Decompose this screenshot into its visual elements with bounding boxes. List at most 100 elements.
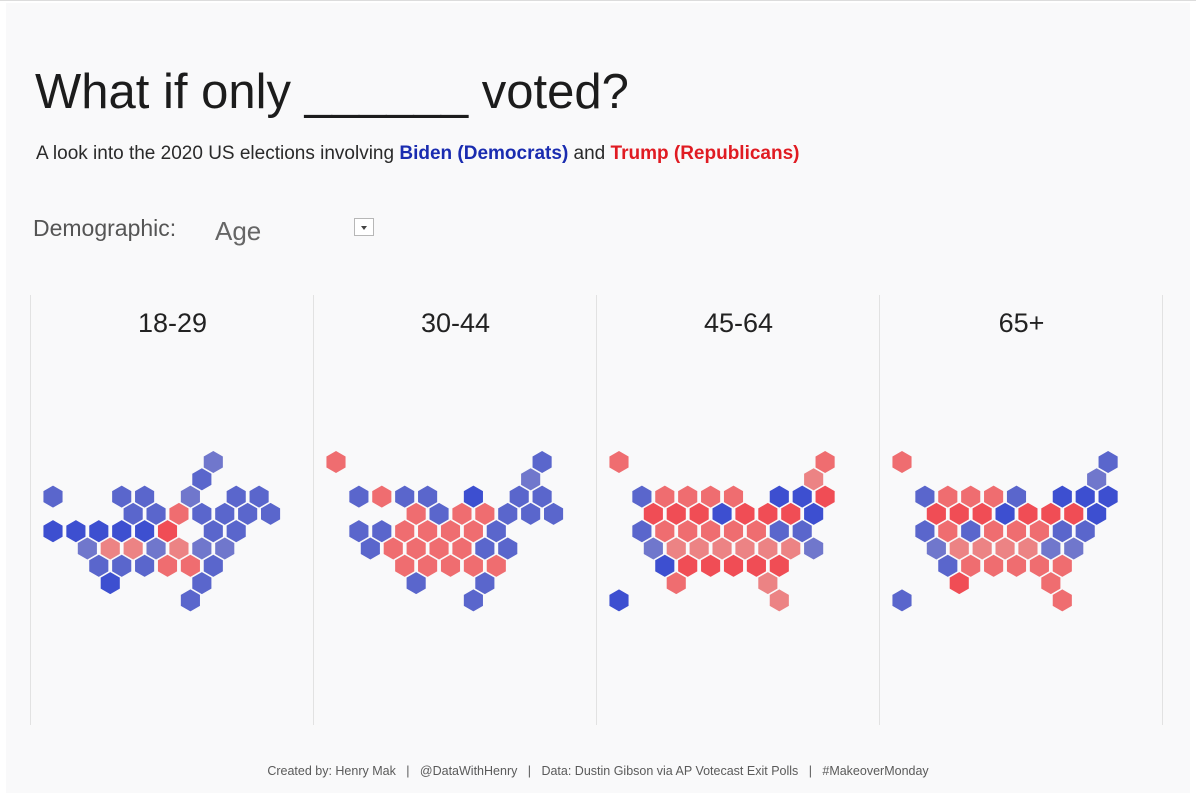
- hex-state-republican[interactable]: [1006, 553, 1027, 578]
- hex-state-republican[interactable]: [642, 501, 664, 526]
- hex-state-republican[interactable]: [948, 501, 970, 526]
- hex-state-democrat[interactable]: [803, 536, 825, 561]
- hex-state-democrat[interactable]: [485, 519, 507, 544]
- hex-state-republican[interactable]: [723, 484, 744, 509]
- hex-state-democrat[interactable]: [260, 501, 281, 526]
- hex-state-republican[interactable]: [723, 519, 744, 544]
- hex-state-republican[interactable]: [1063, 501, 1085, 526]
- hex-state-republican[interactable]: [971, 536, 993, 561]
- hex-state-republican[interactable]: [757, 501, 779, 526]
- hex-state-republican[interactable]: [325, 450, 347, 474]
- hex-state-democrat[interactable]: [531, 484, 553, 509]
- hex-state-republican[interactable]: [371, 484, 393, 509]
- hex-state-democrat[interactable]: [348, 519, 370, 544]
- chevron-down-icon[interactable]: [354, 218, 374, 236]
- hex-state-republican[interactable]: [1051, 553, 1073, 578]
- hex-state-republican[interactable]: [405, 501, 427, 526]
- hex-state-democrat[interactable]: [99, 571, 121, 596]
- hex-state-democrat[interactable]: [654, 553, 676, 578]
- hex-state-republican[interactable]: [474, 501, 496, 526]
- hex-state-republican[interactable]: [122, 536, 144, 561]
- hex-state-democrat[interactable]: [497, 501, 519, 526]
- hex-state-republican[interactable]: [1006, 519, 1027, 544]
- hex-state-democrat[interactable]: [925, 536, 947, 561]
- hex-state-republican[interactable]: [723, 553, 744, 578]
- hex-state-republican[interactable]: [688, 536, 710, 561]
- hex-state-democrat[interactable]: [145, 501, 167, 526]
- hex-state-republican[interactable]: [1029, 553, 1050, 578]
- hex-state-democrat[interactable]: [508, 484, 530, 509]
- hex-state-republican[interactable]: [948, 536, 970, 561]
- hex-state-democrat[interactable]: [134, 553, 155, 578]
- hex-state-democrat[interactable]: [371, 519, 393, 544]
- hex-state-democrat[interactable]: [1051, 484, 1073, 509]
- hex-state-republican[interactable]: [768, 553, 790, 578]
- hex-state-democrat[interactable]: [791, 519, 813, 544]
- hex-state-republican[interactable]: [677, 519, 699, 544]
- hex-state-democrat[interactable]: [428, 501, 450, 526]
- hex-state-republican[interactable]: [700, 519, 721, 544]
- hex-state-democrat[interactable]: [202, 553, 224, 578]
- hex-state-republican[interactable]: [99, 536, 121, 561]
- hex-state-democrat[interactable]: [914, 519, 936, 544]
- hex-state-republican[interactable]: [168, 501, 190, 526]
- hex-state-republican[interactable]: [485, 553, 507, 578]
- hex-state-democrat[interactable]: [711, 501, 733, 526]
- hex-state-republican[interactable]: [382, 536, 404, 561]
- hex-state-democrat[interactable]: [65, 519, 87, 544]
- hex-state-democrat[interactable]: [180, 588, 201, 613]
- hex-state-democrat[interactable]: [202, 450, 224, 474]
- hex-state-republican[interactable]: [428, 536, 450, 561]
- hex-state-democrat[interactable]: [1074, 484, 1096, 509]
- hex-state-republican[interactable]: [157, 519, 178, 544]
- hex-state-republican[interactable]: [768, 588, 790, 613]
- hex-state-republican[interactable]: [746, 553, 767, 578]
- hex-state-republican[interactable]: [1040, 501, 1062, 526]
- hex-state-republican[interactable]: [983, 484, 1004, 509]
- hex-state-republican[interactable]: [417, 519, 438, 544]
- hex-state-democrat[interactable]: [134, 484, 155, 509]
- hex-state-republican[interactable]: [734, 501, 756, 526]
- hex-state-republican[interactable]: [463, 519, 484, 544]
- hex-state-republican[interactable]: [971, 501, 993, 526]
- hex-state-republican[interactable]: [700, 484, 721, 509]
- hex-state-democrat[interactable]: [88, 553, 110, 578]
- hex-state-democrat[interactable]: [76, 536, 98, 561]
- hex-state-democrat[interactable]: [631, 484, 653, 509]
- hex-state-republican[interactable]: [734, 536, 756, 561]
- hex-state-democrat[interactable]: [803, 501, 825, 526]
- hex-state-republican[interactable]: [1040, 571, 1062, 596]
- hex-state-democrat[interactable]: [543, 501, 564, 526]
- hex-state-democrat[interactable]: [474, 536, 496, 561]
- hex-map-65-plus[interactable]: [880, 430, 1163, 640]
- hex-state-democrat[interactable]: [1074, 519, 1096, 544]
- hex-state-republican[interactable]: [394, 553, 416, 578]
- hex-state-republican[interactable]: [711, 536, 733, 561]
- hex-state-democrat[interactable]: [214, 536, 236, 561]
- hex-state-democrat[interactable]: [248, 484, 270, 509]
- hex-state-democrat[interactable]: [214, 501, 236, 526]
- hex-state-republican[interactable]: [937, 519, 959, 544]
- hex-state-democrat[interactable]: [1086, 501, 1108, 526]
- hex-state-democrat[interactable]: [1063, 536, 1085, 561]
- hex-state-democrat[interactable]: [520, 501, 542, 526]
- hex-state-democrat[interactable]: [891, 588, 913, 613]
- hex-state-democrat[interactable]: [202, 519, 224, 544]
- hex-state-republican[interactable]: [780, 501, 802, 526]
- hex-state-democrat[interactable]: [474, 571, 496, 596]
- hex-state-democrat[interactable]: [1040, 536, 1062, 561]
- hex-state-democrat[interactable]: [960, 519, 982, 544]
- hex-state-republican[interactable]: [394, 519, 416, 544]
- hex-state-democrat[interactable]: [111, 553, 133, 578]
- hex-state-republican[interactable]: [665, 536, 687, 561]
- hex-state-republican[interactable]: [757, 571, 779, 596]
- hex-state-democrat[interactable]: [122, 501, 144, 526]
- hex-state-republican[interactable]: [803, 467, 825, 492]
- hex-state-republican[interactable]: [654, 484, 676, 509]
- hex-state-republican[interactable]: [937, 484, 959, 509]
- hex-state-democrat[interactable]: [520, 467, 542, 492]
- hex-state-democrat[interactable]: [642, 536, 664, 561]
- hex-state-republican[interactable]: [405, 536, 427, 561]
- hex-state-democrat[interactable]: [791, 484, 813, 509]
- hex-state-republican[interactable]: [417, 553, 438, 578]
